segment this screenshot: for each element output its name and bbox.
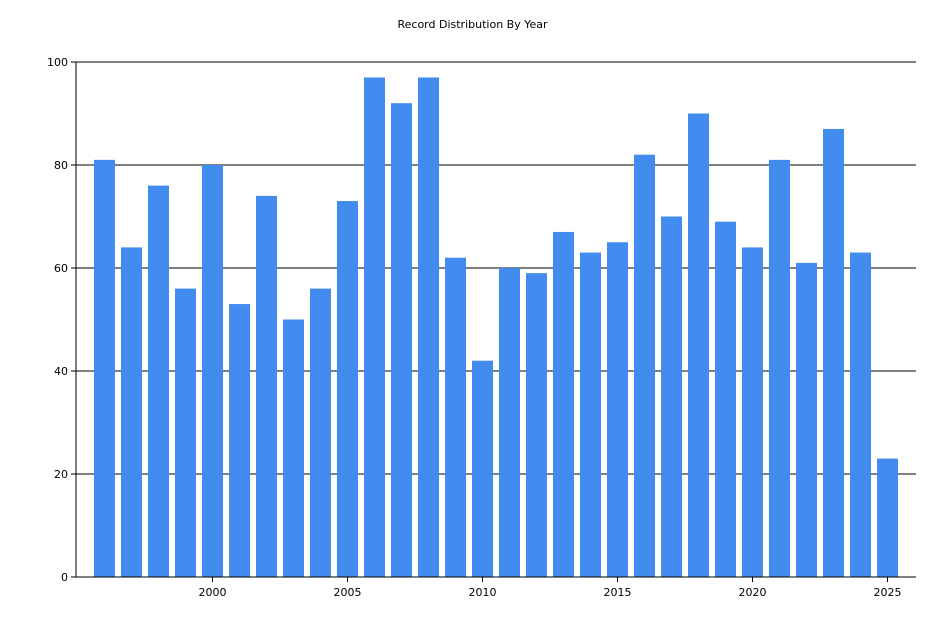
bar-2016 (634, 154, 655, 577)
y-tick-label: 100 (47, 56, 68, 69)
bar-1999 (175, 288, 196, 577)
bars (94, 77, 898, 578)
bar-2009 (445, 257, 466, 577)
bar-2000 (202, 165, 223, 577)
bar-2024 (850, 252, 871, 578)
x-tick-label: 2000 (199, 586, 227, 599)
x-tick-label: 2025 (874, 586, 902, 599)
bar-2018 (688, 113, 709, 577)
bar-2015 (607, 242, 628, 577)
bar-2006 (364, 77, 385, 577)
y-tick-label: 80 (54, 159, 68, 172)
bar-2008 (418, 77, 439, 577)
bar-2023 (823, 128, 844, 577)
x-tick-label: 2020 (739, 586, 767, 599)
y-tick-label: 20 (54, 468, 68, 481)
bar-2019 (715, 221, 736, 577)
bar-2003 (283, 319, 304, 577)
bar-2014 (580, 252, 601, 578)
chart-title: Record Distribution By Year (397, 18, 548, 31)
bar-1996 (94, 159, 115, 577)
bar-2005 (337, 201, 358, 578)
bar-2021 (769, 159, 790, 577)
bar-1998 (148, 185, 169, 577)
bar-2022 (796, 262, 817, 577)
bar-2001 (229, 304, 250, 577)
bar-1997 (121, 247, 142, 577)
bar-2004 (310, 288, 331, 577)
bar-2017 (661, 216, 682, 577)
y-tick-label: 0 (61, 571, 68, 584)
x-tick-label: 2010 (469, 586, 497, 599)
bar-2012 (526, 273, 547, 577)
bar-2007 (391, 103, 412, 577)
y-tick-label: 60 (54, 262, 68, 275)
axes: 0 20 40 60 80 100 2000 2005 2010 2015 2020 2025 (47, 56, 916, 599)
y-tick-label: 40 (54, 365, 68, 378)
bar-2020 (742, 247, 763, 577)
x-tick-label: 2005 (334, 586, 362, 599)
bar-2010 (472, 360, 493, 577)
bar-2002 (256, 195, 277, 577)
bar-2013 (553, 231, 574, 577)
bar-2011 (499, 268, 520, 577)
x-tick-label: 2015 (604, 586, 632, 599)
bar-2025 (877, 458, 898, 577)
